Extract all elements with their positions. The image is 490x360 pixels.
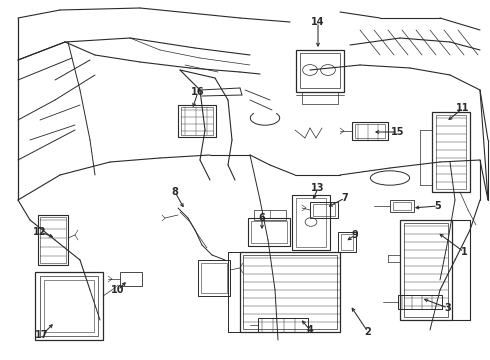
Bar <box>390 200 414 212</box>
Bar <box>393 202 411 210</box>
Bar <box>398 295 442 309</box>
Bar <box>240 252 340 332</box>
Bar <box>341 234 353 250</box>
Text: 15: 15 <box>391 127 405 137</box>
Text: 1: 1 <box>461 247 467 257</box>
Bar <box>35 272 103 340</box>
Text: 14: 14 <box>311 17 325 27</box>
Bar <box>352 122 388 140</box>
Text: 4: 4 <box>307 325 314 335</box>
Bar <box>44 280 94 332</box>
Bar <box>120 272 142 286</box>
Text: 5: 5 <box>435 201 441 211</box>
Bar <box>243 255 337 329</box>
Bar <box>251 221 287 243</box>
Bar <box>404 223 448 317</box>
Text: 12: 12 <box>33 227 47 237</box>
Bar <box>296 198 326 247</box>
Bar <box>302 92 338 104</box>
Bar <box>248 218 290 246</box>
Text: 2: 2 <box>365 327 371 337</box>
Text: 9: 9 <box>352 230 358 240</box>
Bar <box>436 115 466 189</box>
Bar <box>432 112 470 192</box>
Bar <box>181 107 213 135</box>
Text: 8: 8 <box>172 187 178 197</box>
Text: 3: 3 <box>444 303 451 313</box>
Text: 11: 11 <box>456 103 470 113</box>
Text: 6: 6 <box>259 213 266 223</box>
Bar <box>40 276 98 336</box>
Bar <box>254 210 286 220</box>
Bar <box>400 220 452 320</box>
Bar <box>355 124 385 138</box>
Bar <box>38 215 68 265</box>
Text: 13: 13 <box>311 183 325 193</box>
Bar <box>296 50 344 92</box>
Bar <box>40 217 66 263</box>
Text: 7: 7 <box>342 193 348 203</box>
Text: 17: 17 <box>35 330 49 340</box>
Text: 16: 16 <box>191 87 205 97</box>
Bar <box>313 204 335 216</box>
Bar <box>258 318 308 332</box>
Bar <box>198 260 230 296</box>
Bar <box>201 263 227 293</box>
Bar <box>338 232 356 252</box>
Bar <box>178 105 216 137</box>
Text: 10: 10 <box>111 285 125 295</box>
Bar <box>292 195 330 250</box>
Bar <box>310 202 338 218</box>
Bar <box>300 53 340 88</box>
